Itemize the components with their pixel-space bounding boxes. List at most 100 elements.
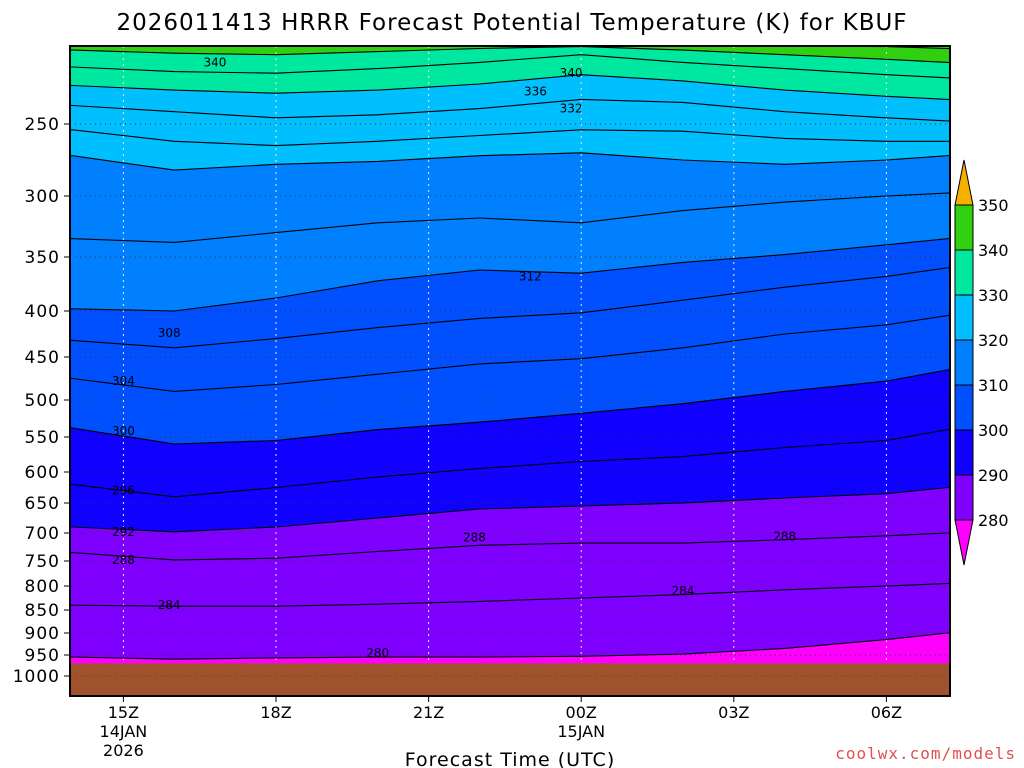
y-tick-label-250: 250 bbox=[25, 115, 60, 135]
isentrope-340 bbox=[70, 46, 950, 63]
isentrope-contours bbox=[70, 46, 950, 660]
fill-band-288 bbox=[70, 487, 950, 560]
x-tick-label-03Z: 03Z bbox=[718, 703, 749, 722]
y-tick-label-850: 850 bbox=[25, 601, 60, 621]
x-tick-label-00Z: 00Z bbox=[566, 703, 597, 722]
legend-label-310: 310 bbox=[978, 376, 1009, 395]
isentrope-312 bbox=[70, 238, 950, 312]
y-tick-label-1000: 1000 bbox=[13, 667, 60, 687]
y-tick-label-800: 800 bbox=[25, 577, 60, 597]
legend-swatch-340 bbox=[954, 204, 974, 251]
legend-label-280: 280 bbox=[978, 511, 1009, 530]
contour-label-280: 280 bbox=[366, 646, 389, 660]
y-tick-label-500: 500 bbox=[25, 391, 60, 411]
contour-label-336: 336 bbox=[524, 85, 547, 99]
contour-label-304: 304 bbox=[112, 374, 135, 388]
x-tick-year-15Z: 2026 bbox=[103, 741, 144, 760]
x-tick-label-18Z: 18Z bbox=[260, 703, 291, 722]
y-tick-label-600: 600 bbox=[25, 463, 60, 483]
chart-title: 2026011413 HRRR Forecast Potential Tempe… bbox=[116, 10, 907, 36]
y-tick-label-350: 350 bbox=[25, 248, 60, 268]
isentrope-304 bbox=[70, 315, 950, 392]
x-tick-label-21Z: 21Z bbox=[413, 703, 444, 722]
y-tick-label-300: 300 bbox=[25, 187, 60, 207]
legend-label-340: 340 bbox=[978, 241, 1009, 260]
fill-band-340 bbox=[70, 46, 950, 63]
fill-band-312 bbox=[70, 193, 950, 311]
grid-lines bbox=[70, 46, 950, 696]
legend-swatch-310 bbox=[954, 339, 974, 386]
y-axis: 250 300 350 400 450 500 550 600 650 700 750 800 850 9… bbox=[13, 115, 70, 687]
isentrope-332 bbox=[70, 74, 950, 100]
legend-below-arrow bbox=[954, 519, 974, 566]
y-tick-label-450: 450 bbox=[25, 348, 60, 368]
contour-label-340: 340 bbox=[204, 55, 227, 69]
color-fills bbox=[70, 46, 950, 696]
fill-band-284 bbox=[70, 533, 950, 607]
y-tick-label-900: 900 bbox=[25, 624, 60, 644]
isentrope-336 bbox=[70, 54, 950, 79]
contour-label-288: 288 bbox=[463, 530, 486, 544]
y-tick-label-650: 650 bbox=[25, 494, 60, 514]
color-legend: 280 290 300 310 320 330 340 350 bbox=[954, 159, 1009, 566]
fill-band-308 bbox=[70, 238, 950, 348]
contour-labels: 340 340 336 332 312 308 304 300 296 292 288 288 288 2… bbox=[112, 55, 796, 660]
x-tick-label-15Z: 15Z bbox=[108, 703, 139, 722]
contour-label-312: 312 bbox=[519, 269, 542, 283]
isentrope-292 bbox=[70, 486, 950, 533]
isentrope-300 bbox=[70, 369, 950, 445]
legend-swatch-290 bbox=[954, 429, 974, 476]
contour-label-288: 288 bbox=[112, 553, 135, 567]
isentrope-288 bbox=[70, 532, 950, 561]
ground-below-surface bbox=[70, 663, 950, 696]
isentrope-284 bbox=[70, 582, 950, 607]
legend-swatch-280 bbox=[954, 474, 974, 521]
isentrope-280 bbox=[70, 632, 950, 660]
legend-label-330: 330 bbox=[978, 286, 1009, 305]
plot-area: 340 340 336 332 312 308 304 300 296 292 288 288 288 2… bbox=[70, 46, 950, 696]
contour-label-292: 292 bbox=[112, 525, 135, 539]
legend-swatch-330 bbox=[954, 249, 974, 296]
isentrope-324 bbox=[70, 129, 950, 147]
isentrope-328 bbox=[70, 98, 950, 122]
legend-swatch-320 bbox=[954, 294, 974, 341]
legend-label-300: 300 bbox=[978, 421, 1009, 440]
isentrope-316 bbox=[70, 192, 950, 243]
contour-label-332: 332 bbox=[560, 102, 583, 116]
contour-label-288: 288 bbox=[773, 529, 796, 543]
contour-label-284: 284 bbox=[158, 598, 181, 612]
isentrope-296 bbox=[70, 429, 950, 498]
fill-band-320 bbox=[70, 129, 950, 171]
legend-label-320: 320 bbox=[978, 331, 1009, 350]
credit-text: coolwx.com/models bbox=[835, 744, 1016, 763]
x-tick-label-06Z: 06Z bbox=[871, 703, 902, 722]
legend-above-arrow bbox=[954, 159, 974, 206]
y-tick-label-550: 550 bbox=[25, 428, 60, 448]
x-tick-date-00Z: 15JAN bbox=[557, 722, 605, 741]
y-tick-label-700: 700 bbox=[25, 524, 60, 544]
fill-band-316 bbox=[70, 152, 950, 243]
fill-band-332 bbox=[70, 54, 950, 100]
isentrope-308 bbox=[70, 267, 950, 349]
y-tick-label-750: 750 bbox=[25, 552, 60, 572]
fill-band-304 bbox=[70, 267, 950, 392]
legend-label-350: 350 bbox=[978, 196, 1009, 215]
fill-band-300 bbox=[70, 315, 950, 444]
contour-label-308: 308 bbox=[158, 326, 181, 340]
y-tick-label-950: 950 bbox=[25, 646, 60, 666]
x-axis-label: Forecast Time (UTC) bbox=[405, 749, 615, 768]
contour-label-284: 284 bbox=[671, 584, 694, 598]
contour-label-296: 296 bbox=[112, 484, 135, 498]
y-tick-label-400: 400 bbox=[25, 302, 60, 322]
x-tick-date-15Z: 14JAN bbox=[100, 722, 148, 741]
contour-label-340: 340 bbox=[560, 66, 583, 80]
plot-border bbox=[69, 45, 951, 697]
fill-band-292 bbox=[70, 429, 950, 532]
fill-band-328 bbox=[70, 74, 950, 121]
contour-label-300: 300 bbox=[112, 424, 135, 438]
legend-label-290: 290 bbox=[978, 466, 1009, 485]
isentrope-320 bbox=[70, 152, 950, 171]
legend-swatch-300 bbox=[954, 384, 974, 431]
